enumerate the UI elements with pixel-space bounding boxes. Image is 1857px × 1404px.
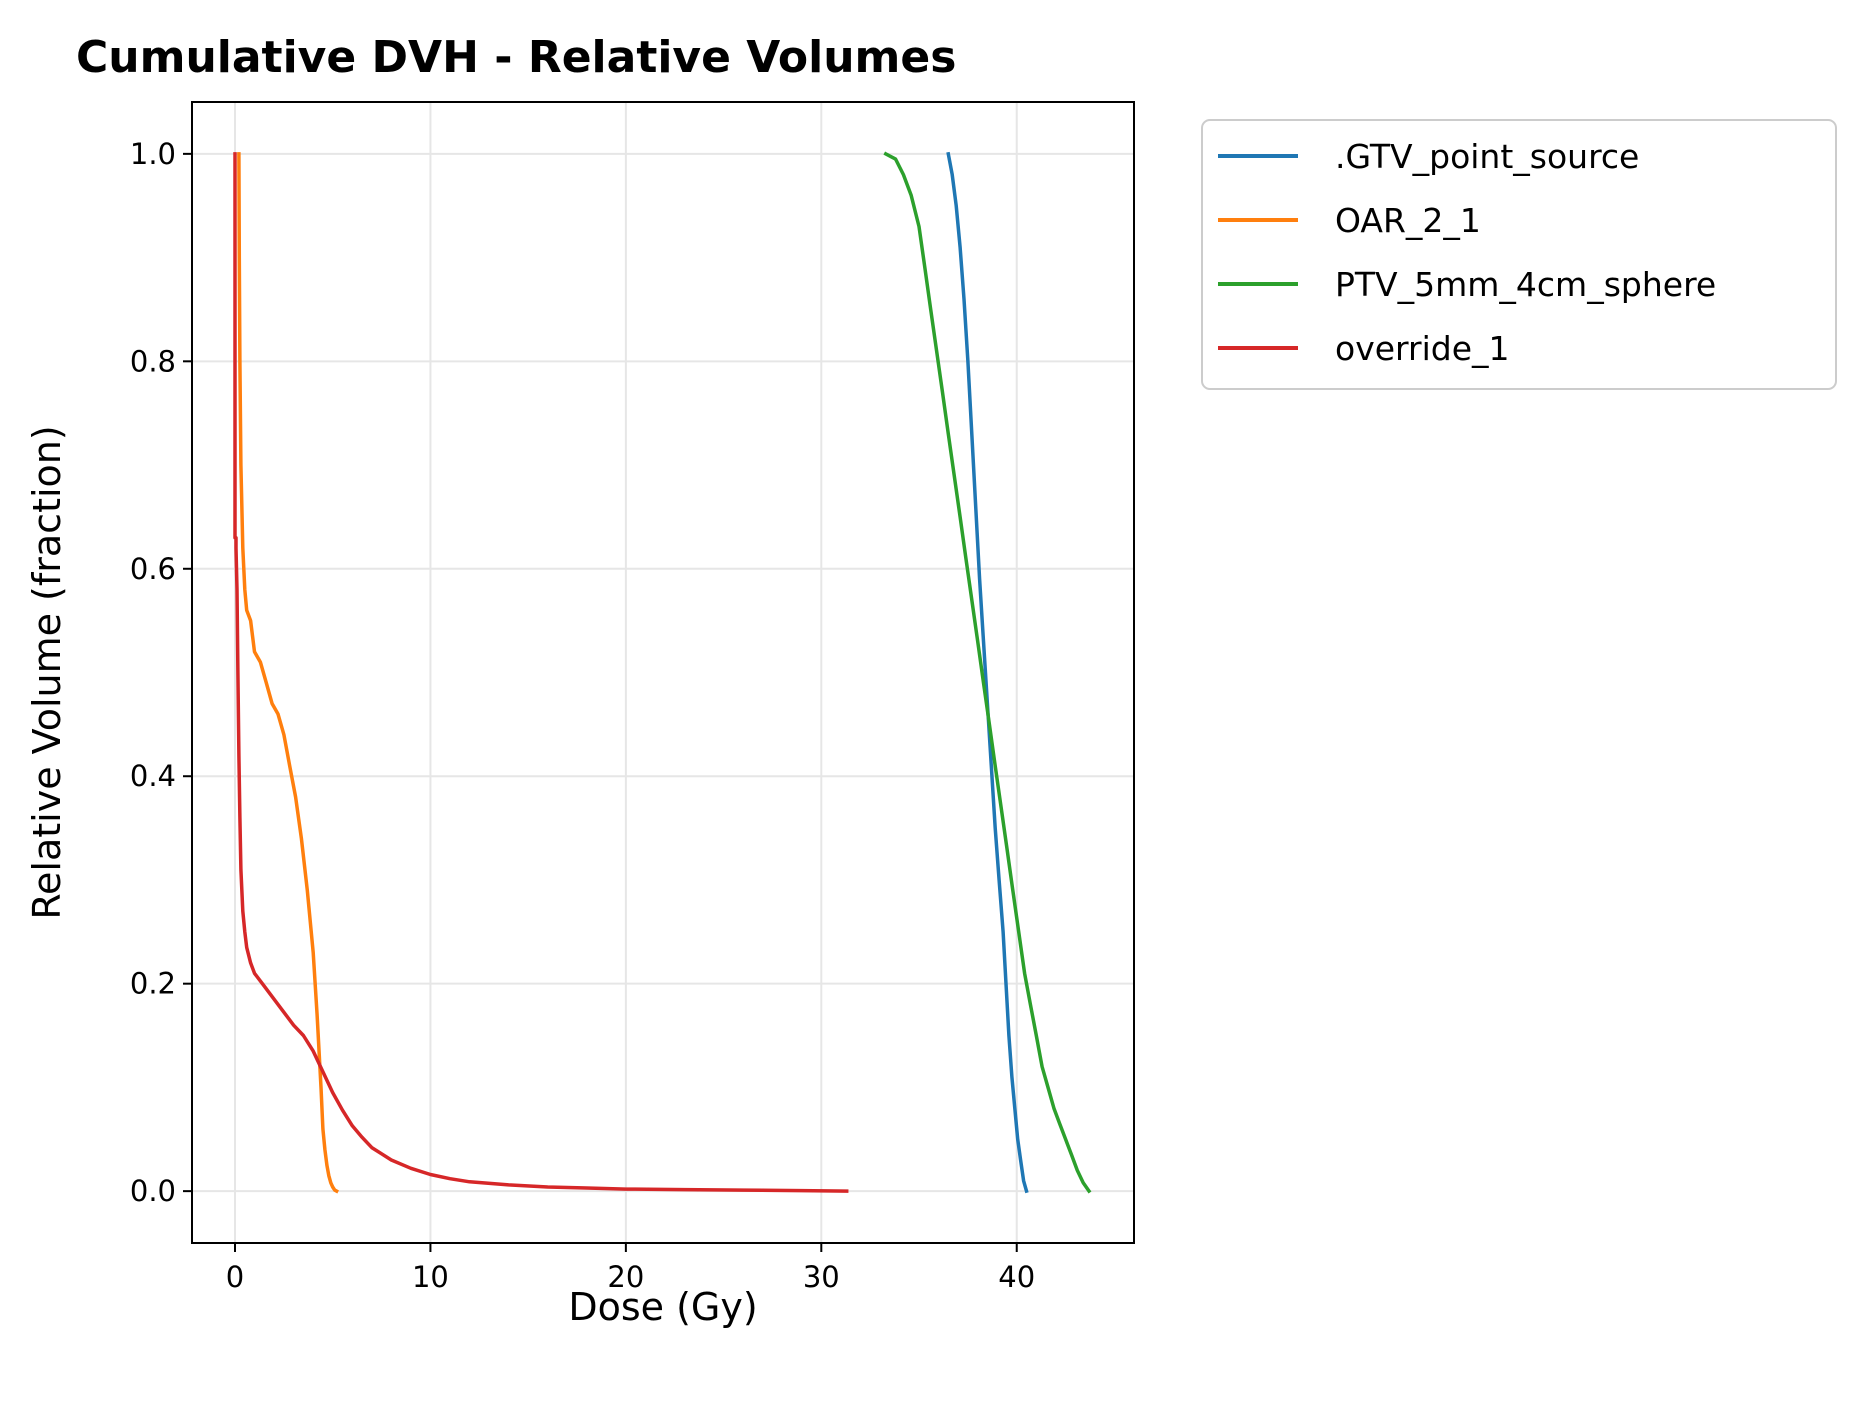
x-tick-label: 10 (412, 1260, 449, 1294)
y-axis-label: Relative Volume (fraction) (25, 425, 69, 919)
grid (192, 102, 1134, 1243)
x-tick-label: 30 (803, 1260, 840, 1294)
x-axis-label: Dose (Gy) (568, 1285, 757, 1329)
y-tick-label: 0.8 (130, 344, 176, 378)
y-tick-label: 0.0 (130, 1174, 176, 1208)
legend: .GTV_point_source OAR_2_1 PTV_5mm_4cm_sphe… (1201, 119, 1837, 390)
series-line-1 (237, 152, 339, 1194)
x-tick-label: 40 (998, 1260, 1035, 1294)
legend-label: .GTV_point_source (1335, 137, 1639, 176)
series-line-0 (946, 151, 1029, 1194)
legend-label: override_1 (1335, 329, 1510, 368)
x-tick-label: 0 (226, 1260, 244, 1294)
y-tick-label: 0.6 (130, 552, 176, 586)
legend-box (1201, 119, 1837, 390)
series-line-2 (883, 151, 1092, 1194)
y-tick-label: 0.4 (130, 759, 176, 793)
x-tick-label: 20 (607, 1260, 644, 1294)
y-tick-label: 0.2 (130, 967, 176, 1001)
y-tick-label: 1.0 (130, 137, 176, 171)
chart-title: Cumulative DVH - Relative Volumes (76, 32, 956, 83)
plot-area-frame (191, 101, 1135, 1244)
legend-label: OAR_2_1 (1335, 201, 1481, 240)
series-lines (233, 151, 1092, 1194)
axis-ticks: 0 10 20 30 40 0.0 0.2 0.4 0.6 0.8 1.0 (130, 137, 1035, 1294)
legend-label: PTV_5mm_4cm_sphere (1335, 265, 1716, 304)
series-line-3 (233, 152, 849, 1193)
